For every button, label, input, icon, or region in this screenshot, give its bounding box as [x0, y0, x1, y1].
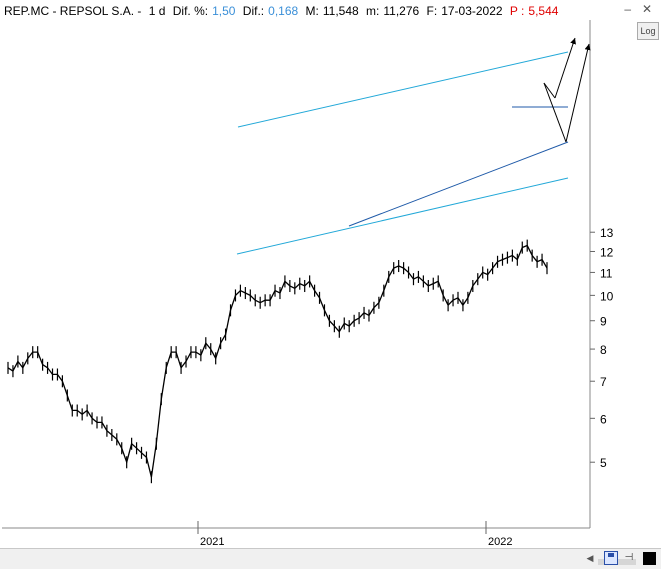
p-label: P :: [509, 4, 525, 18]
x-axis: 2021 2022: [197, 521, 512, 548]
date-label: F:: [426, 4, 438, 18]
y-tick-label: 13: [600, 226, 614, 240]
projection-arrow-up: [565, 43, 591, 143]
save-icon[interactable]: [604, 551, 618, 565]
price-series: [7, 239, 548, 484]
projection-arrows: [543, 37, 591, 143]
bottom-toolbar: ◀ ⊣: [0, 548, 661, 569]
projection-segment: [543, 82, 567, 143]
y-tick-label: 8: [600, 343, 607, 357]
channel-lower-line: [236, 177, 569, 255]
y-tick-label: 12: [600, 245, 614, 259]
log-scale-button[interactable]: Log: [637, 22, 659, 40]
channel-upper-line: [237, 51, 569, 128]
y-tick-label: 6: [600, 412, 607, 426]
y-axis: 5 6 7 8 9 10 11 12 13: [590, 226, 614, 470]
scroll-left-icon[interactable]: ◀: [586, 553, 594, 563]
dif-label: Dif.:: [242, 4, 265, 18]
pin-icon[interactable]: ⊣: [624, 552, 634, 563]
y-tick-label: 5: [600, 456, 607, 470]
p-value: 5,544: [528, 4, 559, 18]
support-line: [348, 141, 569, 227]
date-value: 17-03-2022: [441, 4, 503, 18]
close-button[interactable]: ✕: [641, 2, 653, 16]
max-value: 11,548: [322, 4, 359, 18]
projection-arrow-up: [554, 37, 576, 99]
chart-header: REP.MC - REPSOL S.A. - 1 d Dif. %: 1,50 D…: [4, 2, 562, 20]
window-buttons: – ✕: [620, 2, 655, 16]
y-tick-label: 11: [600, 266, 613, 280]
dif-pct-label: Dif. %:: [172, 4, 209, 18]
plot-area: [2, 20, 591, 529]
dif-value: 0,168: [268, 4, 299, 18]
max-label: M:: [305, 4, 319, 18]
min-label: m:: [366, 4, 380, 18]
x-tick-label: 2022: [488, 536, 512, 548]
x-tick-label: 2021: [200, 536, 224, 548]
symbol-label: REP.MC - REPSOL S.A. -: [4, 4, 142, 18]
dif-pct-value: 1,50: [212, 4, 236, 18]
y-tick-label: 10: [600, 289, 614, 303]
trendlines: [236, 51, 569, 255]
minimize-button[interactable]: –: [624, 2, 631, 16]
y-tick-label: 7: [600, 375, 607, 389]
period-label: 1 d: [148, 4, 166, 18]
y-tick-label: 9: [600, 315, 607, 329]
color-picker-box[interactable]: [643, 552, 656, 565]
min-value: 11,276: [383, 4, 420, 18]
price-line: [7, 244, 548, 478]
projection-segment: [543, 82, 556, 99]
